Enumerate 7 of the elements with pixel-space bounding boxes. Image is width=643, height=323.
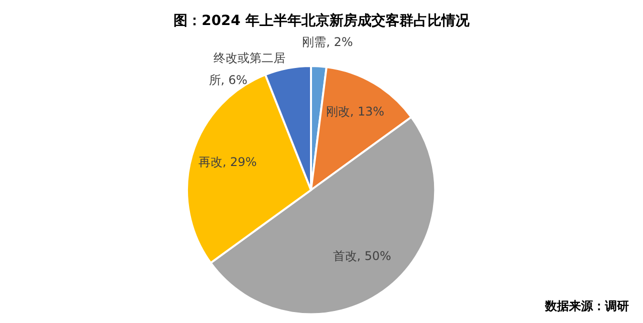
slice-label: 再改, 29% — [198, 154, 257, 169]
slice-label: 终改或第二居所, 6% — [208, 51, 286, 88]
chart-title: 图：2024 年上半年北京新房成交客群占比情况 — [174, 12, 470, 29]
slice-label: 首改, 50% — [332, 249, 392, 264]
source-note: 数据来源：调研 — [544, 299, 629, 313]
slice-label: 刚需, 2% — [302, 34, 353, 49]
slice-label: 刚改, 13% — [326, 104, 384, 118]
